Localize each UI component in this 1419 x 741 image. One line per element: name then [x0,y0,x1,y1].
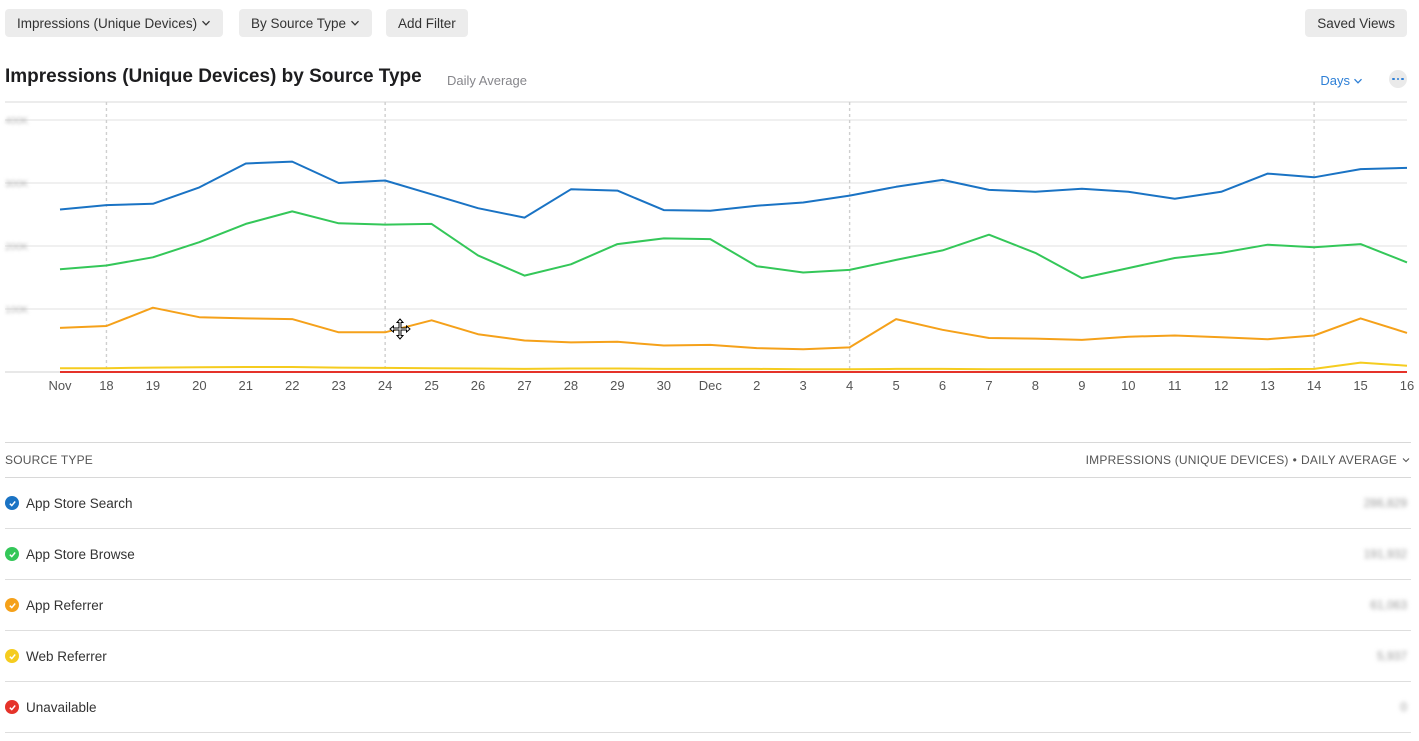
x-tick-label: 23 [331,378,345,393]
toolbar: Impressions (Unique Devices) By Source T… [5,9,1407,37]
table-row[interactable]: App Store Search 286,829 [5,478,1411,529]
column-agg-label: DAILY AVERAGE [1301,453,1397,467]
move-cursor-icon [389,318,411,340]
row-value: 191,932 [1363,547,1407,561]
y-tick-label: 100K [5,305,29,316]
x-tick-label: 9 [1078,378,1085,393]
ellipsis-icon[interactable] [1389,70,1407,88]
line-chart: 400K 300K 200K 100K Nov 18 19 20 21 22 23 24 25 26 27 2… [0,100,1419,400]
series-line-web-referrer [60,361,1408,371]
y-tick-label: 300K [5,179,29,190]
x-tick-label: 20 [192,378,206,393]
checkmark-circle-icon[interactable] [5,496,19,510]
page-title: Impressions (Unique Devices) by Source T… [5,66,422,87]
checkmark-circle-icon[interactable] [5,598,19,612]
x-tick-label: 13 [1260,378,1274,393]
chevron-down-icon [1353,76,1363,86]
x-tick-label: 24 [378,378,392,393]
add-filter-label: Add Filter [398,15,456,31]
column-metric-sort[interactable]: IMPRESSIONS (UNIQUE DEVICES) • DAILY AVE… [1086,453,1411,467]
x-tick-label: 2 [753,378,760,393]
x-tick-label: 14 [1307,378,1321,393]
row-value: 286,829 [1363,496,1407,510]
x-tick-label: Nov [48,378,72,393]
chart-subtitle: Daily Average [447,73,527,88]
table-row[interactable]: Web Referrer 5,937 [5,631,1411,682]
x-tick-label: 28 [564,378,578,393]
chevron-down-icon [1401,455,1411,465]
row-value: 5,937 [1376,649,1407,663]
checkmark-circle-icon[interactable] [5,547,19,561]
checkmark-circle-icon[interactable] [5,649,19,663]
column-metric-label: IMPRESSIONS (UNIQUE DEVICES) [1085,453,1289,467]
y-tick-label: 200K [5,242,29,253]
x-tick-label: 10 [1121,378,1135,393]
series-line-app-store-search [59,160,1408,219]
saved-views-label: Saved Views [1317,15,1395,31]
x-tick-label: 22 [285,378,299,393]
x-tick-label: 12 [1214,378,1228,393]
row-label: Web Referrer [26,648,107,664]
x-tick-label: 26 [471,378,485,393]
row-value: 61,063 [1370,598,1407,612]
chevron-down-icon [201,18,211,28]
row-label: App Store Search [26,495,133,511]
saved-views-button[interactable]: Saved Views [1305,9,1407,37]
metric-dropdown[interactable]: Impressions (Unique Devices) [5,9,224,37]
chart-header: Impressions (Unique Devices) by Source T… [5,66,1407,92]
x-tick-label: 16 [1400,378,1414,393]
group-by-dropdown[interactable]: By Source Type [239,9,373,37]
x-tick-label: 21 [239,378,253,393]
add-filter-button[interactable]: Add Filter [386,9,468,37]
row-label: App Referrer [26,597,104,613]
x-tick-label: 4 [846,378,853,393]
group-by-label: By Source Type [251,15,347,31]
column-source-type: SOURCE TYPE [5,453,93,467]
series-line-app-referrer [59,306,1408,351]
x-tick-label: 3 [800,378,807,393]
x-tick-label: 8 [1032,378,1039,393]
x-tick-label: Dec [699,378,723,393]
checkmark-circle-icon[interactable] [5,700,19,714]
row-label: Unavailable [26,699,97,715]
table-header: SOURCE TYPE IMPRESSIONS (UNIQUE DEVICES)… [5,442,1411,478]
interval-label: Days [1320,73,1350,88]
x-tick-label: 6 [939,378,946,393]
column-separator: • [1292,453,1298,467]
row-value: 0 [1400,700,1407,714]
chevron-down-icon [350,18,360,28]
metric-dropdown-label: Impressions (Unique Devices) [17,15,198,31]
x-tick-label: 30 [657,378,671,393]
series-line-app-store-browse [59,210,1408,280]
x-tick-label: 15 [1353,378,1367,393]
x-tick-label: 18 [99,378,113,393]
row-label: App Store Browse [26,546,135,562]
x-tick-label: 29 [610,378,624,393]
x-tick-label: 7 [985,378,992,393]
y-tick-label: 400K [5,116,29,127]
x-tick-label: 11 [1168,378,1182,393]
table-row[interactable]: App Store Browse 191,932 [5,529,1411,580]
x-tick-label: 25 [424,378,438,393]
table-row[interactable]: Unavailable 0 [5,682,1411,733]
source-type-list: App Store Search 286,829 App Store Brows… [5,478,1411,733]
x-tick-label: 19 [146,378,160,393]
table-row[interactable]: App Referrer 61,063 [5,580,1411,631]
x-tick-label: 27 [517,378,531,393]
x-tick-label: 5 [892,378,899,393]
interval-dropdown[interactable]: Days [1320,73,1363,88]
